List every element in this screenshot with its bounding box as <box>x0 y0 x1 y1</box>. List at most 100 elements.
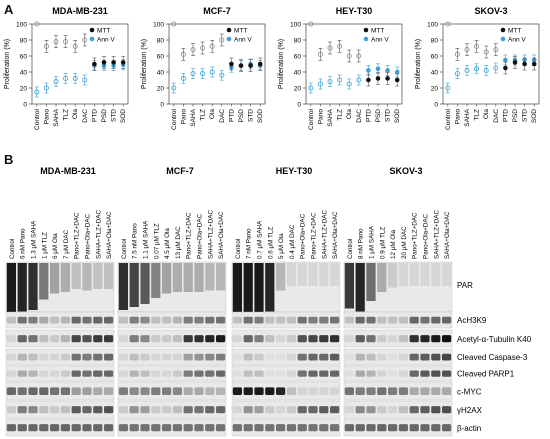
mtt-point <box>180 51 186 57</box>
band <box>151 335 161 343</box>
band <box>420 406 430 414</box>
mtt-point <box>483 49 489 55</box>
band <box>71 424 81 432</box>
band <box>344 424 354 432</box>
band <box>151 316 161 324</box>
band <box>254 387 264 395</box>
band <box>398 387 408 395</box>
band <box>344 263 354 309</box>
band <box>60 424 70 432</box>
band <box>71 353 81 361</box>
blot-strip <box>231 311 341 329</box>
band <box>172 335 182 343</box>
band <box>151 263 161 298</box>
annv-point <box>82 77 88 83</box>
band <box>140 424 150 432</box>
band <box>344 387 354 395</box>
band <box>71 387 81 395</box>
band <box>431 406 441 414</box>
band <box>60 387 70 395</box>
annv-point <box>493 65 499 71</box>
band <box>297 424 307 432</box>
band <box>140 387 150 395</box>
band <box>377 370 387 377</box>
band <box>93 387 103 395</box>
band <box>442 316 452 324</box>
band <box>232 387 242 395</box>
band <box>308 424 318 432</box>
band <box>398 316 408 324</box>
y-axis-label: Proliferation (%) <box>278 39 285 89</box>
band <box>297 263 307 286</box>
band <box>205 424 215 432</box>
lane-label: SAHA+TLZ+DAC <box>433 210 440 259</box>
band <box>308 353 318 361</box>
band <box>82 387 92 395</box>
band <box>162 424 172 432</box>
band <box>172 370 182 377</box>
band <box>243 335 253 343</box>
band <box>254 406 264 414</box>
chart-skov-3: SKOV-3 0 20 40 60 80 100 Proliferation (%) Contr… <box>415 6 540 130</box>
band <box>297 370 307 377</box>
blot-strip <box>117 348 227 366</box>
band <box>6 353 16 361</box>
band <box>6 406 16 414</box>
band <box>254 316 264 324</box>
band <box>39 316 49 324</box>
band <box>319 370 329 377</box>
mtt-point <box>512 60 518 65</box>
band <box>409 424 419 432</box>
band <box>398 406 408 414</box>
band <box>388 387 398 395</box>
band <box>118 424 128 432</box>
band <box>28 316 38 324</box>
band <box>183 263 193 292</box>
band <box>82 406 92 414</box>
lane-label: SAHA+Ola+DAC <box>332 211 339 259</box>
band <box>17 316 27 324</box>
x-tick-label: PSD <box>101 109 108 123</box>
band <box>194 424 204 432</box>
band <box>344 335 354 343</box>
y-tick-label: 20 <box>431 86 439 93</box>
band <box>129 387 139 395</box>
band <box>232 316 242 324</box>
band <box>71 370 81 377</box>
mtt-point <box>375 76 381 81</box>
mtt-point <box>120 60 126 65</box>
band <box>194 335 204 343</box>
band <box>28 406 38 414</box>
band <box>118 335 128 343</box>
band <box>28 424 38 432</box>
band <box>183 316 193 324</box>
x-tick-label: STD <box>385 109 392 122</box>
band <box>6 370 16 377</box>
band <box>409 353 419 361</box>
band <box>140 406 150 414</box>
band <box>216 424 226 432</box>
mtt-point <box>200 45 206 51</box>
lane-label: SAHA+Ola+DAC <box>218 211 225 259</box>
x-tick-label: SAHA <box>53 108 60 126</box>
band <box>129 406 139 414</box>
mtt-point <box>385 76 390 81</box>
band <box>232 353 242 361</box>
blot-strip <box>231 365 341 382</box>
annv-point <box>63 75 69 81</box>
blot-strip <box>343 381 453 401</box>
x-tick-label: SOD <box>120 109 127 123</box>
y-tick-label: 20 <box>157 86 165 93</box>
annv-point <box>308 85 314 91</box>
band <box>265 316 275 324</box>
band <box>17 335 27 343</box>
x-tick-label: SAHA <box>327 108 334 126</box>
band <box>330 387 340 395</box>
band <box>6 316 16 324</box>
band <box>216 353 226 361</box>
y-axis-label: Proliferation (%) <box>415 39 422 89</box>
mtt-point <box>356 53 362 59</box>
band <box>286 316 296 324</box>
band <box>28 263 38 310</box>
band <box>6 335 16 343</box>
